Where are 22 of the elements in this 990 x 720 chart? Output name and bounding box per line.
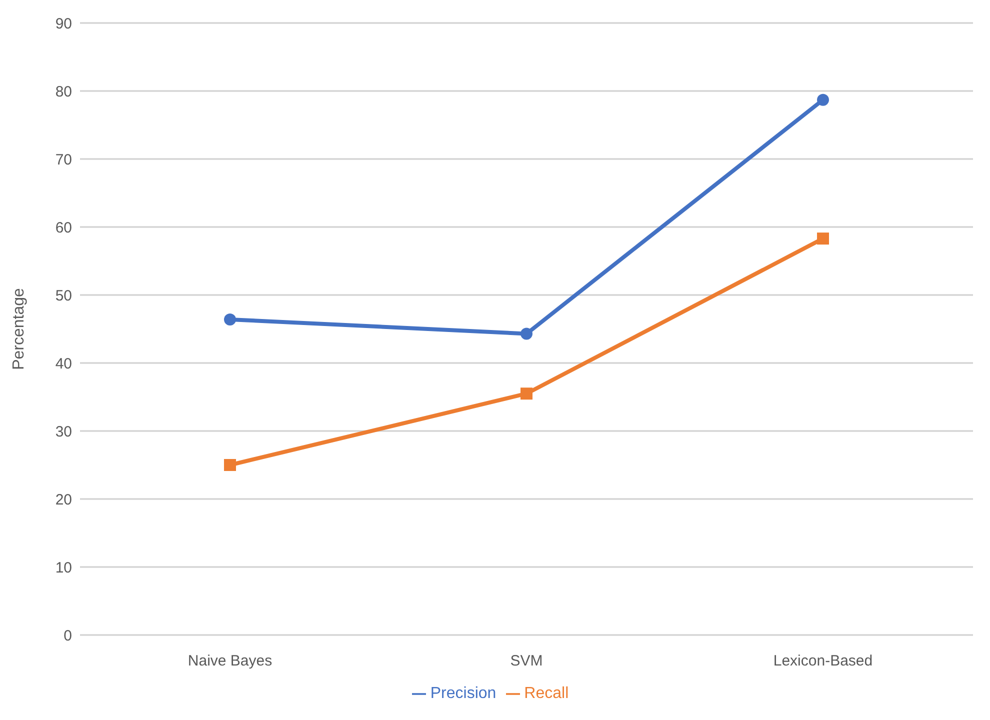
x-tick-label: Naive Bayes [188,652,272,670]
y-tick-label: 80 [55,83,72,100]
legend-label: Precision [430,685,496,702]
point [224,313,236,326]
y-axis-title: Percentage [10,288,28,370]
point [520,328,532,340]
point [520,388,532,400]
y-tick-label: 70 [55,151,72,168]
y-tick-label: 30 [55,423,72,440]
x-tick-label: SVM [510,652,543,670]
y-tick-label: 90 [55,15,72,32]
y-tick-label: 60 [55,219,72,236]
y-tick-label: 20 [55,491,72,508]
x-tick-label: Lexicon-Based [773,652,873,670]
legend-label: Recall [524,685,569,702]
y-tick-label: 10 [55,559,72,576]
y-tick-label: 50 [55,287,72,304]
point [817,232,829,245]
y-tick-label: 0 [64,627,72,644]
y-tick-label: 40 [55,355,72,372]
point [224,459,236,471]
point [817,94,829,106]
